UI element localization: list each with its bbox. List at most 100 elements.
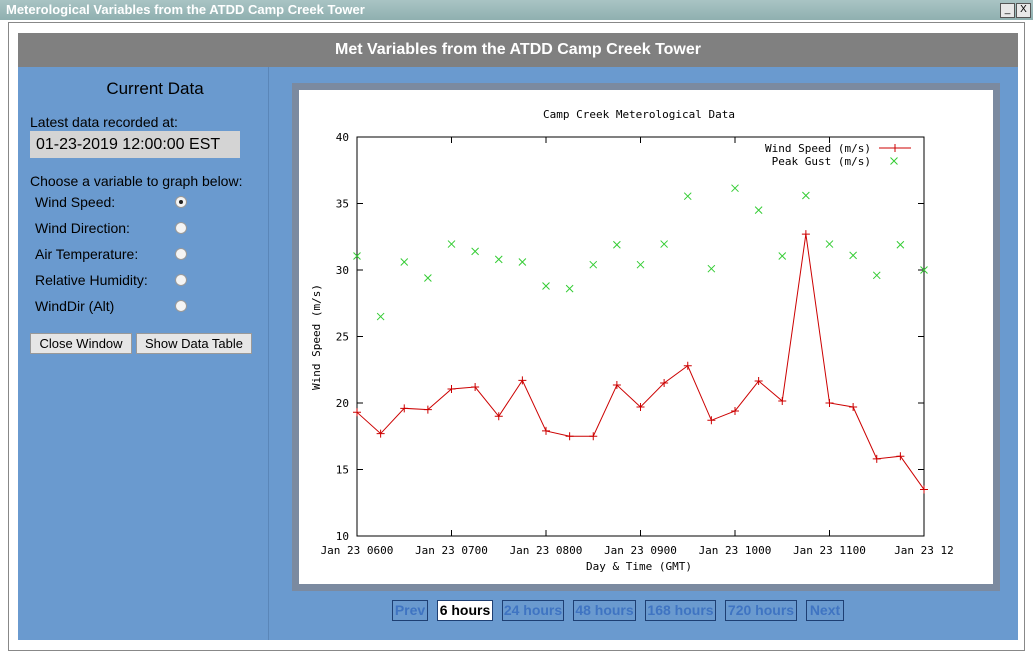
frame: [8, 22, 1025, 651]
gust-marker: [683, 192, 692, 201]
x-axis-label: Day & Time (GMT): [586, 560, 692, 573]
y-tick-label: 30: [336, 264, 349, 277]
radio[interactable]: [175, 274, 187, 286]
y-tick-label: 35: [336, 198, 349, 211]
chart-title: Camp Creek Meterological Data: [543, 108, 735, 121]
gust-marker: [589, 260, 598, 269]
point-marker: [471, 383, 480, 392]
point-marker: [707, 416, 716, 425]
radio-dot: [179, 200, 183, 204]
point-marker: [376, 429, 385, 438]
close[interactable]: X: [1016, 3, 1031, 18]
window-title: Meterological Variables from the ATDD Ca…: [0, 0, 1033, 20]
gust-marker: [872, 271, 881, 280]
variable-label: Wind Direction:: [35, 220, 130, 236]
point-marker: [754, 377, 763, 386]
sidebar-heading: Current Data: [106, 79, 204, 98]
variable-label: Air Temperature:: [35, 246, 139, 262]
point-marker: [778, 397, 787, 406]
x-tick-label: Jan 23 1100: [793, 544, 866, 557]
range-button[interactable]: 6 hours: [437, 600, 493, 621]
point-marker: [849, 402, 858, 411]
header-title: Met Variables from the ATDD Camp Creek T…: [18, 33, 1018, 67]
y-tick-label: 10: [336, 530, 349, 543]
latest-value: 01-23-2019 12:00:00 EST: [30, 131, 240, 158]
point-marker: [518, 376, 527, 385]
gust-marker: [896, 240, 905, 249]
gust-marker: [353, 252, 361, 260]
gust-marker: [565, 284, 574, 293]
sidebar-button[interactable]: Close Window: [30, 333, 132, 354]
radio[interactable]: [175, 196, 187, 208]
point-marker: [683, 361, 692, 370]
point-marker: [494, 412, 503, 421]
gust-marker: [802, 191, 810, 200]
point-marker: [589, 432, 598, 441]
range-button[interactable]: Next: [806, 600, 844, 621]
point-marker: [920, 485, 928, 494]
gust-marker: [920, 266, 928, 274]
point-marker: [801, 230, 810, 239]
y-tick-label: 15: [336, 464, 349, 477]
gust-marker: [754, 206, 763, 215]
variable-label: WindDir (Alt): [35, 298, 115, 314]
radio[interactable]: [175, 248, 187, 260]
legend-label: Peak Gust (m/s): [772, 155, 871, 168]
gust-marker: [494, 255, 503, 264]
latest-label: Latest data recorded at:: [30, 114, 178, 130]
gust-marker: [707, 264, 716, 273]
range-button[interactable]: 24 hours: [502, 600, 564, 621]
point-marker: [423, 405, 432, 414]
legend-marker: [879, 144, 911, 152]
legend-label: Wind Speed (m/s): [765, 142, 871, 155]
point-marker: [896, 452, 905, 461]
gust-marker: [825, 240, 834, 248]
range-button[interactable]: 48 hours: [573, 600, 636, 621]
point-marker: [353, 408, 361, 417]
point-marker: [872, 454, 881, 463]
y-tick-label: 25: [336, 331, 349, 344]
gust-marker: [660, 240, 668, 248]
gust-marker: [849, 251, 857, 260]
choose-label: Choose a variable to graph below:: [30, 173, 243, 189]
plot-border: [356, 136, 925, 537]
radio[interactable]: [175, 222, 187, 234]
radio[interactable]: [175, 300, 187, 312]
x-tick-label: Jan 23 0900: [604, 544, 677, 557]
point-marker: [636, 402, 645, 411]
sidebar-button[interactable]: Show Data Table: [136, 333, 252, 354]
variable-label: Relative Humidity:: [35, 272, 148, 288]
gust-marker: [636, 260, 645, 269]
range-button[interactable]: 168 hours: [645, 600, 716, 621]
series-line: [356, 234, 925, 490]
point-marker: [660, 379, 669, 388]
point-marker: [447, 385, 456, 394]
gust-marker: [731, 184, 739, 193]
x-tick-label: Jan 23 0800: [510, 544, 583, 557]
point-marker: [612, 381, 621, 390]
gust-marker: [471, 247, 479, 256]
point-marker: [825, 399, 834, 407]
sidebar: Current Data Latest data recorded at: 01…: [18, 67, 269, 640]
point-marker: [542, 426, 550, 435]
gust-marker: [376, 312, 385, 321]
minimize[interactable]: _: [1000, 3, 1015, 18]
legend-marker: [890, 157, 898, 165]
gust-marker: [424, 274, 432, 282]
range-button[interactable]: Prev: [392, 600, 428, 621]
y-tick-label: 20: [336, 397, 349, 410]
chart: Camp Creek Meterological Data Day & Time…: [310, 108, 954, 573]
range-button[interactable]: 720 hours: [725, 600, 797, 621]
point-marker: [731, 406, 739, 415]
chart-frame: Camp Creek Meterological Data Day & Time…: [292, 83, 1000, 591]
point-marker: [400, 404, 409, 413]
variable-label: Wind Speed:: [35, 194, 116, 210]
gust-marker: [613, 240, 621, 249]
x-tick-label: Jan 23 1000: [699, 544, 772, 557]
point-marker: [565, 432, 574, 441]
x-tick-label: Jan 23 0700: [415, 544, 488, 557]
gust-marker: [400, 258, 409, 266]
gust-marker: [778, 252, 787, 260]
gust-marker: [447, 240, 456, 248]
